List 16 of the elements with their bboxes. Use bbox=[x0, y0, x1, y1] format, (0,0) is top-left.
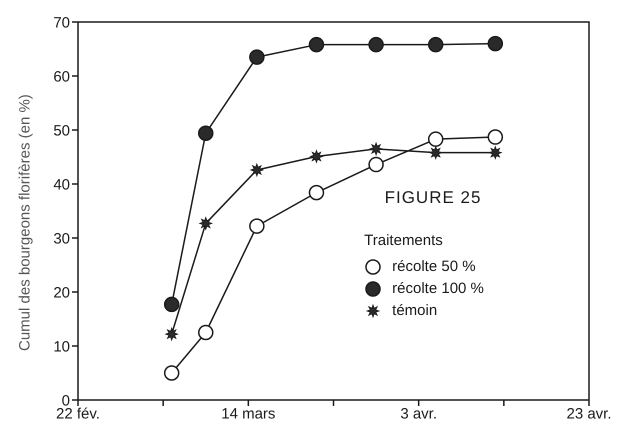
y-tick-label: 70 bbox=[53, 14, 70, 32]
y-tick-label: 40 bbox=[53, 176, 70, 194]
x-tick-label: 3 avr. bbox=[400, 406, 438, 423]
y-tick-label: 50 bbox=[53, 122, 70, 140]
y-axis-title: Cumul des bourgeons florifères (en %) bbox=[16, 94, 34, 351]
y-tick-label: 20 bbox=[53, 284, 70, 302]
y-tick-label: 60 bbox=[53, 68, 70, 86]
legend-title: Traitements bbox=[364, 230, 444, 251]
legend-label: récolte 50 % bbox=[392, 256, 476, 277]
x-tick-label: 14 mars bbox=[221, 406, 276, 423]
x-tick-label: 23 avr. bbox=[566, 406, 612, 423]
annotation: FIGURE 25 bbox=[384, 188, 482, 208]
y-tick-label: 30 bbox=[53, 230, 70, 248]
y-tick-label: 10 bbox=[53, 338, 70, 356]
legend-label: récolte 100 % bbox=[392, 278, 484, 299]
legend-label: témoin bbox=[392, 300, 438, 321]
